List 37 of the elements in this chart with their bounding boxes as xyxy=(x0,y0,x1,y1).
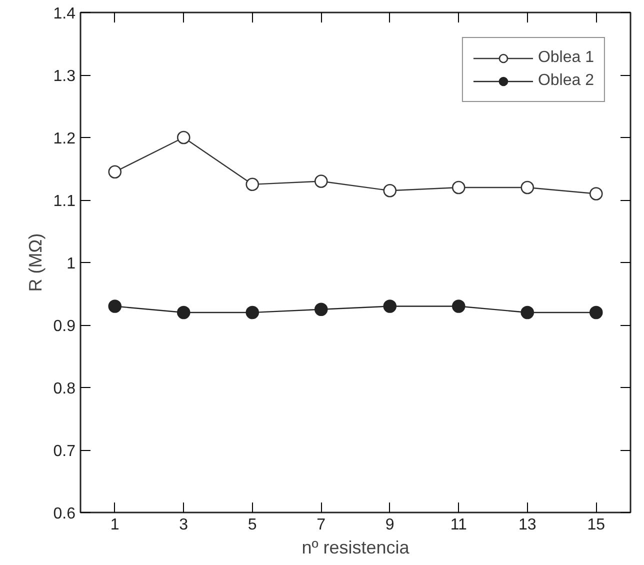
point xyxy=(314,174,328,188)
point xyxy=(246,178,260,192)
point xyxy=(108,165,122,179)
y-tick-label: 1.4 xyxy=(53,6,76,22)
point xyxy=(383,300,397,313)
y-tick-label: 1.2 xyxy=(53,130,76,148)
point xyxy=(176,306,190,320)
point xyxy=(452,180,466,194)
x-tick-label: 5 xyxy=(248,516,257,534)
point xyxy=(383,184,397,198)
y-tick-label: 1.3 xyxy=(53,68,76,85)
y-tick-label: 0.9 xyxy=(53,318,76,335)
x-tick-label: 1 xyxy=(110,516,120,534)
y-tick-label: 0.7 xyxy=(53,443,76,460)
point xyxy=(314,302,328,316)
x-tick-label: 9 xyxy=(385,516,394,534)
x-tick-label: 3 xyxy=(179,516,188,534)
x-axis-title: nº resistencia xyxy=(302,538,410,558)
y-tick-label: 1 xyxy=(66,256,76,272)
y-tick-label: 0.8 xyxy=(53,380,76,398)
x-tick-label: 7 xyxy=(316,516,326,534)
legend-label: Oblea 2 xyxy=(538,72,594,90)
x-tick-label: 13 xyxy=(518,516,536,534)
point xyxy=(176,130,190,144)
point xyxy=(520,180,534,194)
point xyxy=(108,300,122,313)
point xyxy=(246,306,260,320)
y-axis-title: R (MΩ) xyxy=(25,233,46,292)
x-tick-label: 11 xyxy=(450,516,468,534)
point xyxy=(589,187,603,200)
x-tick-label: 15 xyxy=(587,516,606,534)
legend-label: Oblea 1 xyxy=(538,49,594,67)
point xyxy=(589,306,603,320)
y-tick-label: 0.6 xyxy=(53,506,76,522)
point xyxy=(520,306,534,320)
point xyxy=(452,300,466,313)
y-tick-label: 1.1 xyxy=(53,193,76,210)
